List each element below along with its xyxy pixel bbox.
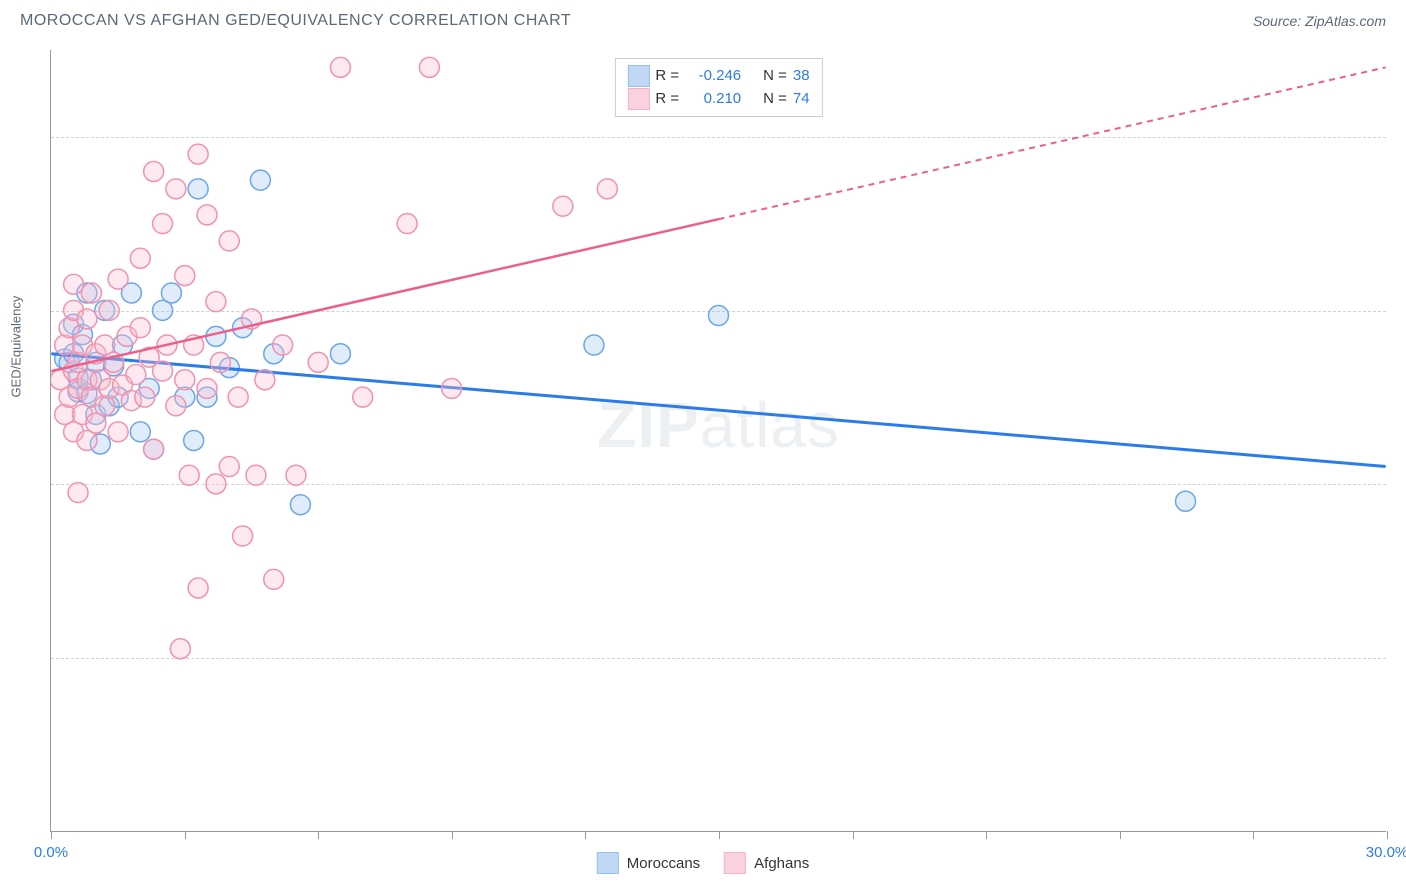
stat-r-value: -0.246 — [685, 65, 741, 88]
scatter-point — [1176, 491, 1196, 511]
scatter-point — [442, 378, 462, 398]
scatter-point — [246, 465, 266, 485]
scatter-point — [144, 439, 164, 459]
x-tick — [51, 831, 52, 839]
scatter-point — [210, 352, 230, 372]
scatter-point — [219, 457, 239, 477]
x-tick — [1120, 831, 1121, 839]
legend-swatch — [627, 88, 649, 110]
x-tick — [318, 831, 319, 839]
scatter-plot-svg — [51, 50, 1386, 831]
x-tick — [986, 831, 987, 839]
y-axis-title: GED/Equivalency — [9, 295, 24, 397]
y-tick-label: 80.0% — [1396, 476, 1406, 493]
stat-r-label: R = — [655, 65, 679, 88]
scatter-point — [290, 495, 310, 515]
scatter-point — [81, 283, 101, 303]
legend-swatch — [627, 65, 649, 87]
scatter-point — [286, 465, 306, 485]
series-legend: Moroccans Afghans — [597, 852, 809, 874]
scatter-point — [308, 352, 328, 372]
scatter-point — [206, 292, 226, 312]
scatter-point — [135, 387, 155, 407]
scatter-point — [553, 196, 573, 216]
scatter-point — [166, 179, 186, 199]
x-tick — [452, 831, 453, 839]
scatter-point — [330, 57, 350, 77]
x-tick — [853, 831, 854, 839]
scatter-point — [709, 306, 729, 326]
scatter-point — [188, 179, 208, 199]
scatter-point — [219, 231, 239, 251]
scatter-point — [108, 422, 128, 442]
scatter-point — [233, 526, 253, 546]
scatter-point — [77, 309, 97, 329]
y-tick-label: 70.0% — [1396, 650, 1406, 667]
scatter-point — [130, 422, 150, 442]
scatter-point — [64, 274, 84, 294]
scatter-point — [250, 170, 270, 190]
x-tick — [185, 831, 186, 839]
stat-n-label: N = — [763, 65, 787, 88]
scatter-point — [166, 396, 186, 416]
x-tick — [1387, 831, 1388, 839]
scatter-point — [264, 569, 284, 589]
x-tick — [1253, 831, 1254, 839]
scatter-point — [153, 214, 173, 234]
scatter-point — [228, 387, 248, 407]
scatter-point — [273, 335, 293, 355]
scatter-point — [184, 431, 204, 451]
scatter-point — [584, 335, 604, 355]
chart-title: MOROCCAN VS AFGHAN GED/EQUIVALENCY CORRE… — [20, 12, 571, 30]
scatter-point — [330, 344, 350, 364]
x-tick-label: 30.0% — [1366, 844, 1406, 861]
legend-swatch — [724, 852, 746, 874]
trend-line — [51, 354, 1385, 467]
scatter-point — [188, 144, 208, 164]
scatter-point — [170, 639, 190, 659]
chart-plot-area: GED/Equivalency ZIPatlas R = -0.246 N = … — [50, 50, 1386, 832]
scatter-point — [130, 318, 150, 338]
trend-line — [51, 219, 718, 371]
x-tick-label: 0.0% — [34, 844, 68, 861]
source-attribution: Source: ZipAtlas.com — [1253, 13, 1386, 29]
scatter-point — [130, 248, 150, 268]
x-tick — [719, 831, 720, 839]
stats-legend-row: R = -0.246 N = 38 — [627, 65, 809, 88]
scatter-point — [175, 370, 195, 390]
stat-n-value: 74 — [793, 88, 810, 111]
y-tick-label: 100.0% — [1396, 128, 1406, 145]
scatter-point — [397, 214, 417, 234]
stats-legend-row: R = 0.210 N = 74 — [627, 88, 809, 111]
scatter-point — [353, 387, 373, 407]
scatter-point — [126, 365, 146, 385]
scatter-point — [197, 205, 217, 225]
legend-label: Afghans — [754, 855, 809, 872]
stats-legend: R = -0.246 N = 38 R = 0.210 N = 74 — [614, 58, 822, 117]
scatter-point — [68, 483, 88, 503]
scatter-point — [153, 361, 173, 381]
stat-n-label: N = — [763, 88, 787, 111]
scatter-point — [108, 269, 128, 289]
scatter-point — [175, 266, 195, 286]
scatter-point — [597, 179, 617, 199]
scatter-point — [99, 300, 119, 320]
stat-r-value: 0.210 — [685, 88, 741, 111]
stat-n-value: 38 — [793, 65, 810, 88]
legend-swatch — [597, 852, 619, 874]
scatter-point — [161, 283, 181, 303]
stat-r-label: R = — [655, 88, 679, 111]
x-tick — [585, 831, 586, 839]
scatter-point — [179, 465, 199, 485]
scatter-point — [188, 578, 208, 598]
scatter-point — [206, 474, 226, 494]
scatter-point — [144, 162, 164, 182]
legend-label: Moroccans — [627, 855, 700, 872]
scatter-point — [419, 57, 439, 77]
legend-item: Moroccans — [597, 852, 700, 874]
scatter-point — [197, 378, 217, 398]
y-tick-label: 90.0% — [1396, 302, 1406, 319]
legend-item: Afghans — [724, 852, 809, 874]
scatter-point — [255, 370, 275, 390]
